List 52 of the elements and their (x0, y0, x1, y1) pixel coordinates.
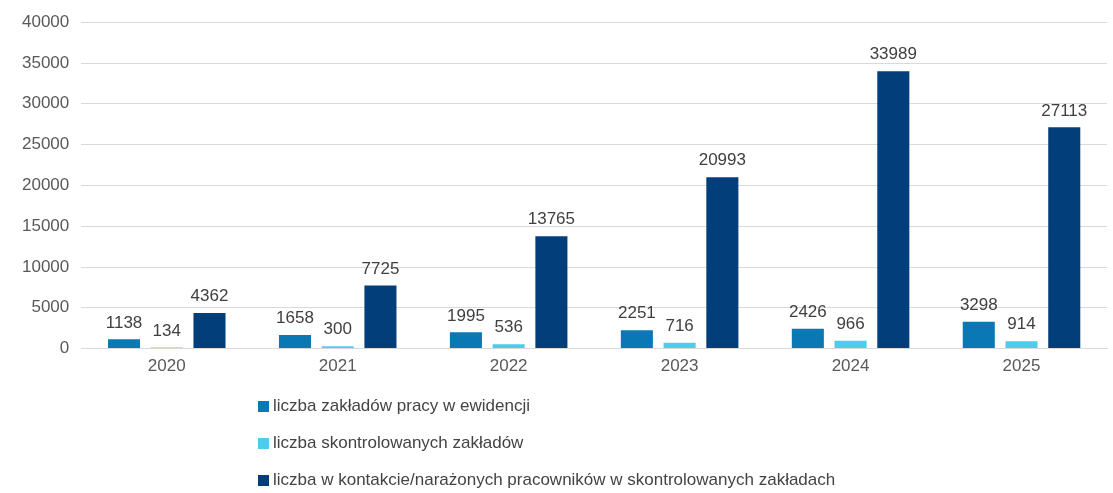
bar (535, 236, 568, 349)
bar (1005, 341, 1038, 349)
bar (791, 328, 824, 349)
data-label: 1138 (105, 312, 143, 332)
y-tick-label: 25000 (21, 134, 70, 154)
data-label: 3298 (959, 294, 998, 314)
bar (364, 285, 397, 349)
y-tick-label: 30000 (21, 93, 70, 113)
data-label: 13765 (527, 209, 576, 229)
data-label: 536 (494, 317, 523, 337)
bar (107, 339, 141, 349)
y-tick-label: 40000 (21, 11, 70, 31)
bar (663, 342, 696, 349)
x-tick-label: 2020 (147, 356, 186, 376)
x-tick-label: 2025 (1002, 356, 1041, 376)
x-tick-label: 2021 (318, 356, 357, 376)
bar (449, 332, 482, 349)
data-label: 20993 (698, 150, 746, 170)
x-tick-label: 2023 (660, 356, 699, 376)
bar (1048, 127, 1081, 349)
data-label: 716 (665, 315, 694, 335)
data-label: 300 (323, 319, 352, 339)
legend-label: liczba skontrolowanych zakładów (273, 433, 524, 453)
y-tick-label: 5000 (31, 297, 70, 317)
x-tick-label: 2024 (831, 356, 870, 376)
x-tick-label: 2022 (489, 356, 528, 376)
data-label: 27113 (1041, 100, 1088, 120)
data-label: 966 (836, 313, 865, 333)
y-tick-label: 35000 (21, 52, 70, 72)
data-label: 4362 (190, 286, 229, 306)
bar (620, 330, 653, 349)
data-label: 914 (1007, 314, 1036, 334)
data-label: 1995 (447, 305, 485, 325)
y-tick-label: 10000 (21, 256, 70, 276)
bar (193, 313, 226, 349)
bar (834, 340, 867, 349)
bar (962, 321, 995, 349)
data-label: 1658 (276, 308, 314, 328)
y-tick-label: 20000 (21, 175, 70, 195)
legend-label: liczba w kontakcie/narażonych pracowników w skontrolowanych zakładach (273, 470, 836, 490)
data-label: 7725 (361, 258, 400, 278)
data-label: 134 (152, 320, 181, 340)
legend-label: liczba zakładów pracy w ewidencji (273, 396, 531, 416)
bar (706, 177, 739, 349)
data-label: 33989 (869, 44, 917, 64)
y-tick-label: 15000 (21, 215, 70, 235)
data-label: 2251 (617, 303, 656, 323)
y-tick-label: 0 (59, 338, 70, 358)
bar (492, 344, 525, 349)
data-label: 2426 (788, 301, 827, 321)
bar (877, 71, 910, 349)
bar (278, 335, 311, 349)
